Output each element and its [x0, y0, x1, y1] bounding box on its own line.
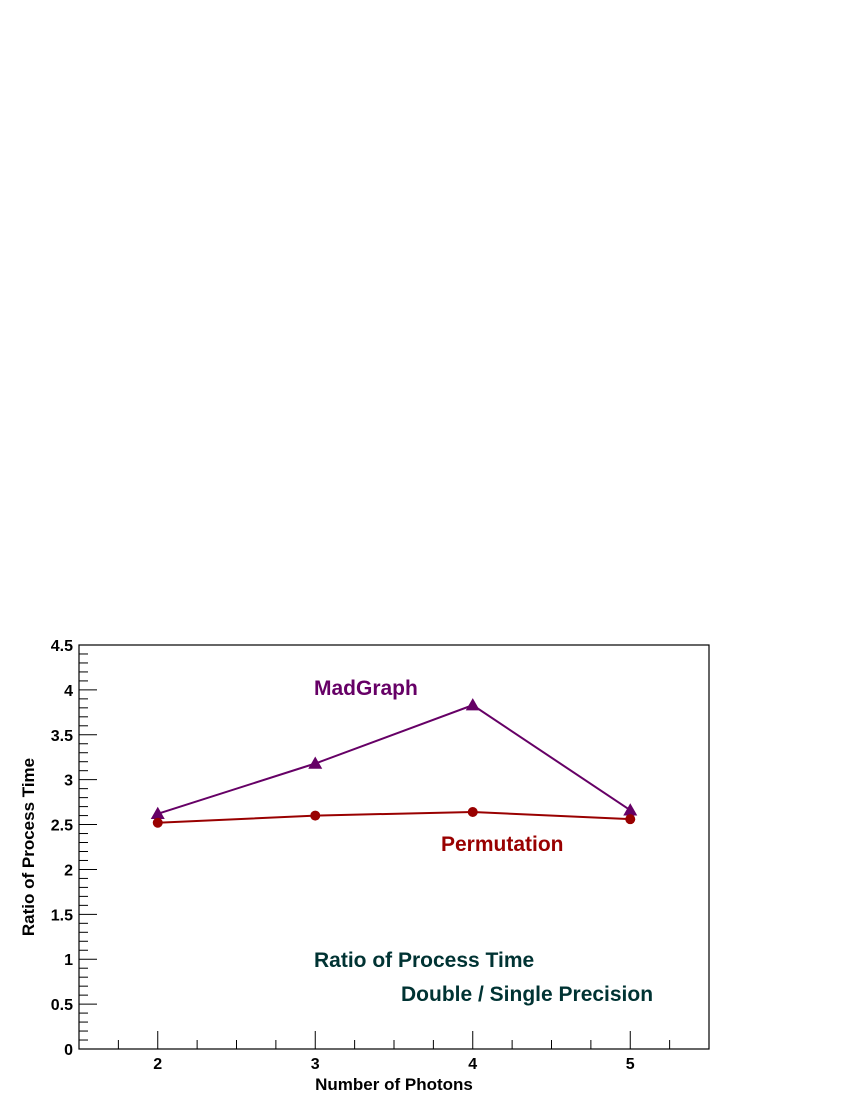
permutation-label: Permutation	[441, 833, 564, 856]
y-tick-label: 0	[64, 1042, 73, 1059]
y-tick-label: 1.5	[51, 907, 73, 924]
y-tick-label: 2.5	[51, 818, 73, 835]
x-tick-label: 4	[468, 1056, 477, 1073]
madgraph-point	[308, 756, 323, 769]
chart-note-line2: Double / Single Precision	[401, 983, 653, 1006]
madgraph-label: MadGraph	[314, 677, 418, 700]
permutation-point	[625, 814, 636, 825]
y-tick-label: 0.5	[51, 997, 73, 1014]
y-tick-label: 2	[64, 862, 73, 879]
permutation-point	[310, 810, 321, 821]
permutation-point	[467, 806, 478, 817]
y-tick-label: 3	[64, 773, 73, 790]
y-tick-label: 1	[64, 952, 73, 969]
madgraph-point	[465, 698, 480, 711]
permutation-series-line	[157, 810, 631, 824]
chart-note-line1: Ratio of Process Time	[314, 949, 534, 972]
x-tick-label: 3	[311, 1056, 320, 1073]
y-tick-label: 4	[64, 683, 73, 700]
x-axis: 2 3 4 5	[78, 1031, 710, 1073]
madgraph-point	[623, 803, 638, 816]
madgraph-point	[150, 806, 165, 820]
x-axis-title: Number of Photons	[315, 1075, 473, 1094]
x-tick-label: 5	[626, 1056, 635, 1073]
y-axis: 0 0.5 1 1.5 2 2.5 3 3.5 4 4.5	[51, 638, 97, 1059]
madgraph-series-line	[157, 704, 631, 815]
y-tick-label: 4.5	[51, 638, 73, 655]
x-tick-label: 2	[153, 1056, 162, 1073]
series-layer	[150, 698, 638, 828]
y-axis-title: Ratio of Process Time	[19, 758, 38, 936]
permutation-point	[152, 817, 163, 828]
y-tick-label: 3.5	[51, 728, 73, 745]
